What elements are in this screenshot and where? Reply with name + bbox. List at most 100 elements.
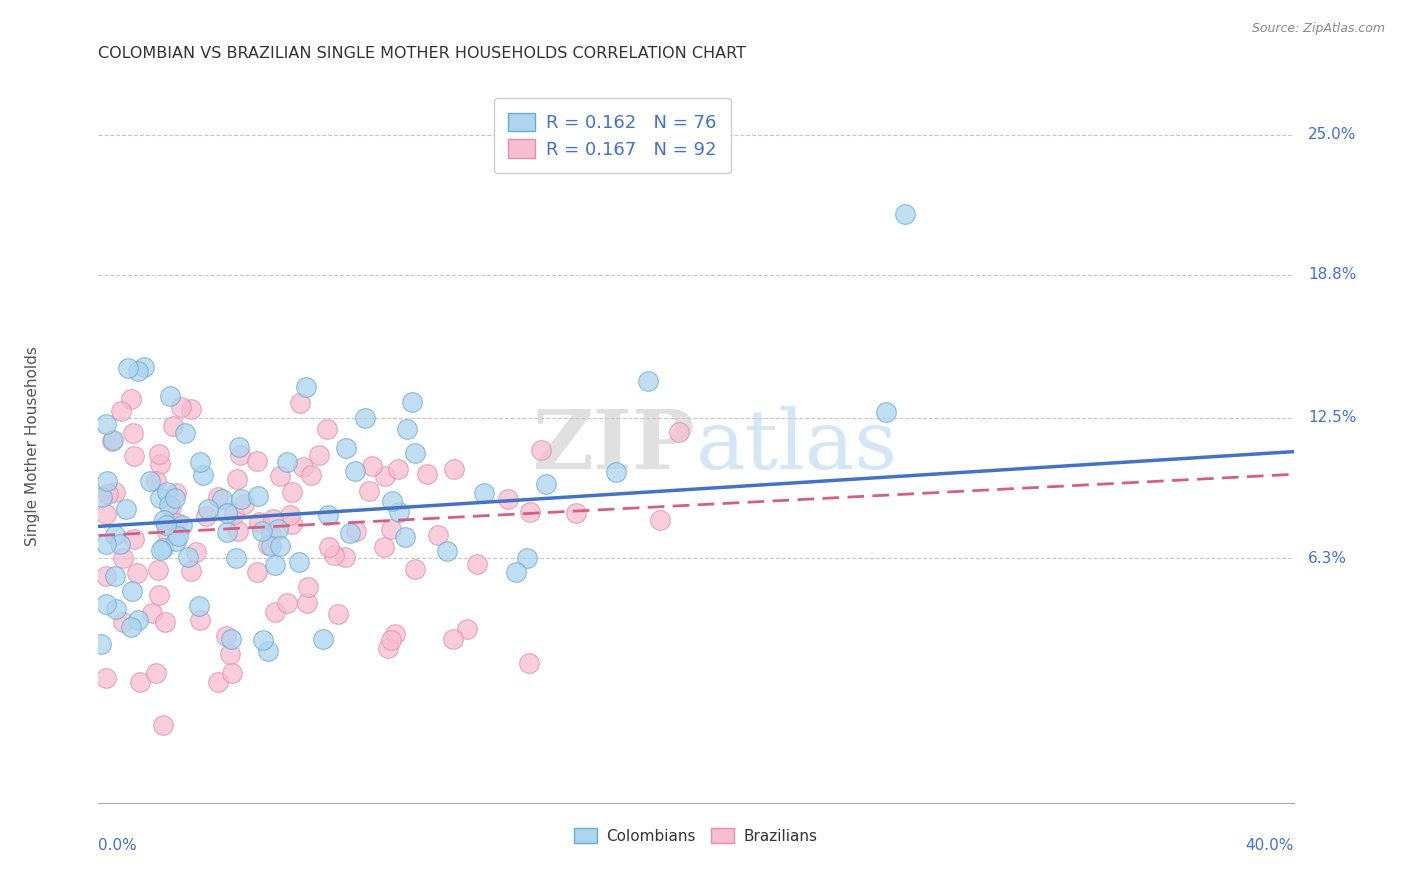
Text: atlas: atlas: [696, 406, 898, 486]
Point: [276, 455, 298, 469]
Point: [180, 402, 202, 417]
Point: [157, 498, 180, 512]
Point: [668, 425, 690, 439]
Point: [215, 629, 238, 643]
Point: [94, 671, 117, 685]
Point: [344, 524, 367, 539]
Point: [96, 417, 118, 431]
Text: 40.0%: 40.0%: [1246, 838, 1294, 854]
Point: [129, 675, 152, 690]
Point: [188, 599, 211, 614]
Point: [207, 675, 229, 690]
Point: [381, 493, 404, 508]
Text: 6.3%: 6.3%: [1308, 550, 1347, 566]
Point: [388, 505, 411, 519]
Point: [115, 502, 138, 516]
Point: [111, 551, 134, 566]
Point: [650, 513, 672, 527]
Point: [221, 666, 243, 681]
Point: [162, 419, 184, 434]
Text: 12.5%: 12.5%: [1308, 410, 1357, 425]
Point: [516, 551, 538, 566]
Point: [361, 458, 384, 473]
Point: [380, 522, 402, 536]
Point: [117, 361, 139, 376]
Point: [166, 528, 188, 542]
Point: [120, 392, 142, 407]
Point: [323, 548, 346, 562]
Point: [104, 569, 127, 583]
Text: COLOMBIAN VS BRAZILIAN SINGLE MOTHER HOUSEHOLDS CORRELATION CHART: COLOMBIAN VS BRAZILIAN SINGLE MOTHER HOU…: [98, 45, 747, 61]
Point: [125, 566, 148, 581]
Point: [395, 421, 418, 435]
Point: [145, 475, 167, 489]
Point: [150, 543, 173, 558]
Point: [260, 539, 283, 553]
Point: [326, 607, 349, 621]
Point: [517, 656, 540, 670]
Point: [165, 534, 187, 549]
Point: [416, 467, 439, 481]
Point: [281, 516, 304, 531]
Point: [103, 434, 125, 448]
Point: [260, 527, 283, 541]
Point: [91, 490, 114, 504]
Point: [229, 449, 252, 463]
Point: [156, 524, 179, 539]
Point: [122, 449, 145, 463]
Point: [219, 647, 242, 661]
Point: [225, 551, 247, 566]
Point: [496, 491, 519, 506]
Point: [152, 513, 174, 527]
Point: [139, 474, 162, 488]
Point: [190, 455, 212, 469]
Point: [290, 396, 312, 410]
Point: [505, 565, 527, 579]
Point: [110, 404, 132, 418]
Point: [339, 525, 361, 540]
Point: [197, 502, 219, 516]
Point: [312, 632, 335, 646]
Point: [474, 486, 496, 500]
Point: [373, 540, 395, 554]
Point: [294, 380, 316, 394]
Point: [456, 622, 478, 636]
Point: [132, 359, 155, 374]
Point: [145, 665, 167, 680]
Point: [105, 602, 128, 616]
Point: [436, 544, 458, 558]
Point: [288, 555, 311, 569]
Point: [894, 207, 917, 221]
Point: [404, 446, 426, 460]
Point: [104, 484, 127, 499]
Point: [354, 410, 377, 425]
Point: [141, 606, 163, 620]
Point: [605, 465, 627, 479]
Point: [269, 539, 291, 553]
Point: [127, 613, 149, 627]
Point: [104, 527, 127, 541]
Point: [94, 569, 117, 583]
Point: [263, 558, 285, 573]
Point: [166, 516, 188, 530]
Point: [211, 491, 233, 506]
Point: [184, 545, 207, 559]
Point: [380, 632, 402, 647]
Point: [384, 627, 406, 641]
Point: [101, 434, 124, 449]
Point: [426, 528, 449, 542]
Point: [159, 389, 181, 403]
Point: [219, 632, 242, 646]
Text: Single Mother Households: Single Mother Households: [25, 346, 41, 546]
Point: [97, 487, 120, 501]
Point: [159, 500, 181, 514]
Point: [262, 511, 284, 525]
Point: [276, 596, 298, 610]
Point: [299, 467, 322, 482]
Point: [174, 426, 197, 441]
Point: [316, 508, 339, 522]
Point: [291, 460, 314, 475]
Point: [217, 525, 239, 540]
Point: [222, 507, 245, 521]
Point: [637, 374, 659, 388]
